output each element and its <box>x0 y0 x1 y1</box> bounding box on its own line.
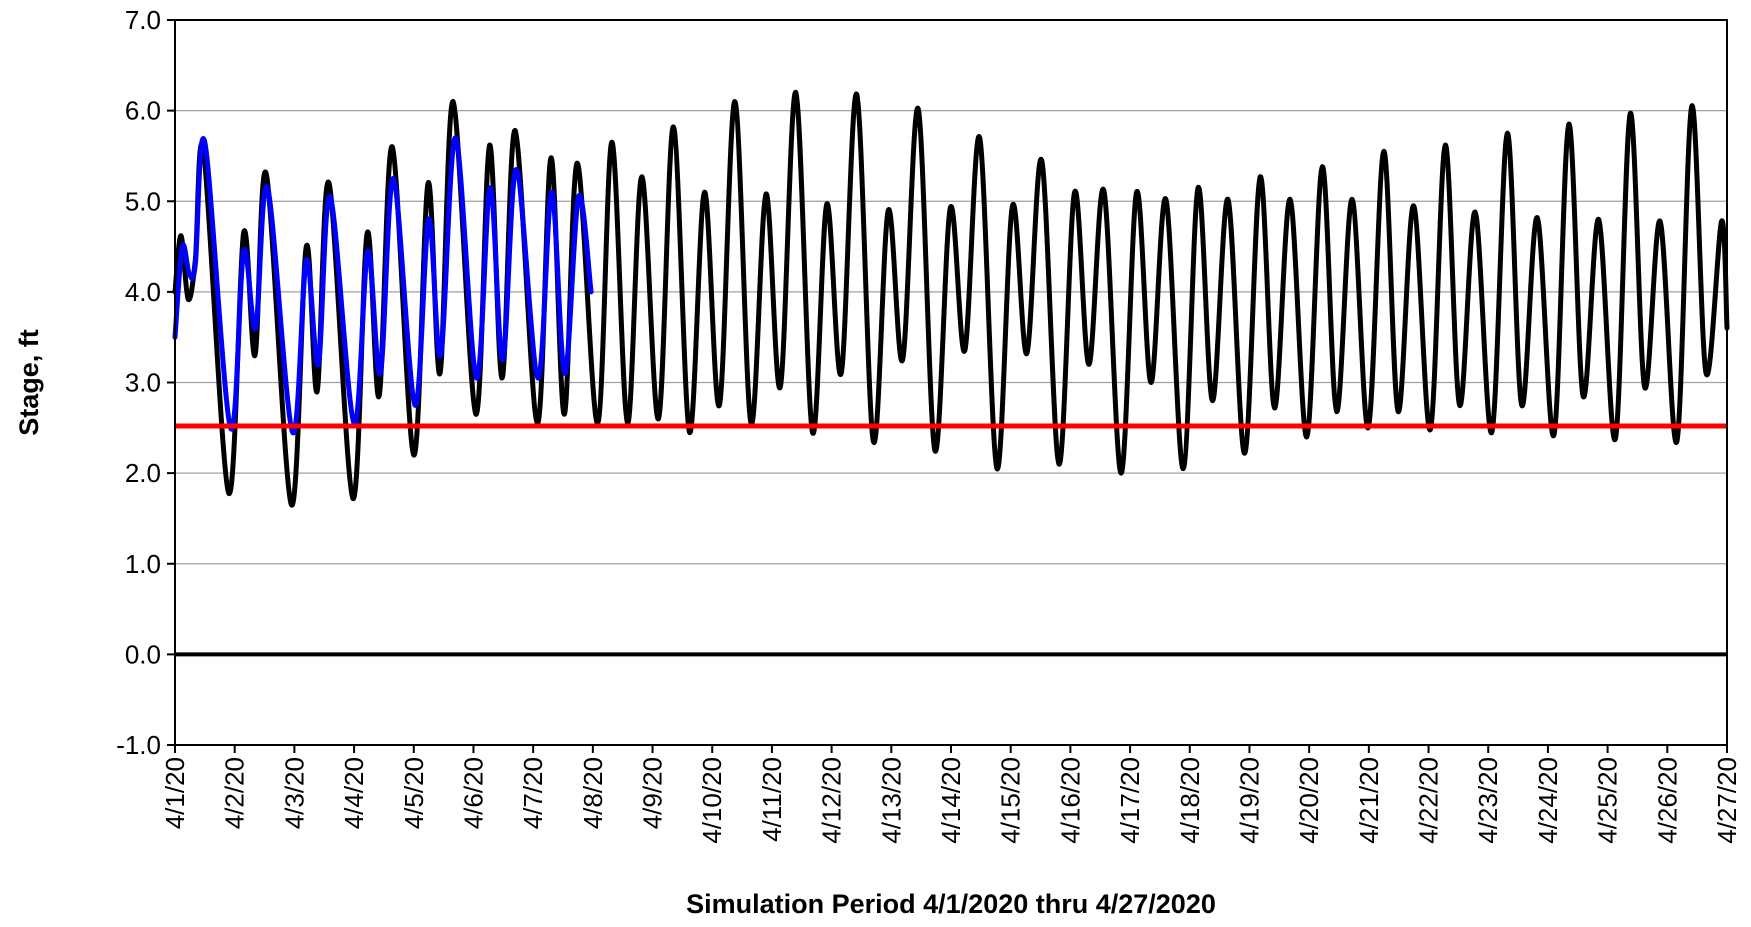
series-line-0 <box>172 89 1730 508</box>
y-tick-label: -1.0 <box>116 730 161 760</box>
x-tick-label: 4/20/20 <box>1294 757 1324 844</box>
x-tick-label: 4/9/20 <box>638 757 668 829</box>
x-tick-label: 4/12/20 <box>817 757 847 844</box>
y-tick-label: 3.0 <box>125 368 161 398</box>
x-tick-label: 4/16/20 <box>1055 757 1085 844</box>
y-tick-label: 6.0 <box>125 96 161 126</box>
x-tick-label: 4/8/20 <box>578 757 608 829</box>
x-tick-label: 4/24/20 <box>1533 757 1563 844</box>
series-line-1 <box>172 135 594 435</box>
x-tick-label: 4/2/20 <box>220 757 250 829</box>
x-tick-label: 4/17/20 <box>1115 757 1145 844</box>
x-axis-label: Simulation Period 4/1/2020 thru 4/27/202… <box>686 889 1216 919</box>
x-tick-label: 4/21/20 <box>1354 757 1384 844</box>
y-tick-label: 1.0 <box>125 549 161 579</box>
data-series <box>172 89 1730 508</box>
y-axis-ticks: -1.0 0.0 1.0 2.0 3.0 4.0 5.0 6.0 7.0 <box>116 5 175 760</box>
x-tick-label: 4/23/20 <box>1473 757 1503 844</box>
x-tick-label: 4/7/20 <box>518 757 548 829</box>
x-tick-label: 4/19/20 <box>1234 757 1264 844</box>
x-tick-label: 4/26/20 <box>1652 757 1682 844</box>
x-tick-label: 4/13/20 <box>876 757 906 844</box>
x-tick-label: 4/6/20 <box>458 757 488 829</box>
x-tick-label: 4/1/20 <box>160 757 190 829</box>
x-tick-label: 4/4/20 <box>339 757 369 829</box>
y-tick-label: 4.0 <box>125 277 161 307</box>
x-tick-label: 4/5/20 <box>399 757 429 829</box>
y-axis-label: Stage, ft <box>14 329 44 436</box>
x-tick-label: 4/11/20 <box>757 757 787 842</box>
x-tick-label: 4/22/20 <box>1414 757 1444 844</box>
y-tick-label: 7.0 <box>125 5 161 35</box>
x-tick-label: 4/25/20 <box>1593 757 1623 844</box>
x-tick-label: 4/27/20 <box>1712 757 1742 844</box>
y-tick-label: 5.0 <box>125 186 161 216</box>
x-tick-label: 4/15/20 <box>996 757 1026 844</box>
y-tick-label: 0.0 <box>125 639 161 669</box>
x-tick-label: 4/14/20 <box>936 757 966 844</box>
x-tick-label: 4/3/20 <box>279 757 309 829</box>
x-tick-label: 4/18/20 <box>1175 757 1205 844</box>
x-tick-label: 4/10/20 <box>697 757 727 844</box>
y-tick-label: 2.0 <box>125 458 161 488</box>
x-axis-ticks: 4/1/20 4/2/20 4/3/20 4/4/20 4/5/20 4/6/20 4/7/… <box>160 745 1742 844</box>
